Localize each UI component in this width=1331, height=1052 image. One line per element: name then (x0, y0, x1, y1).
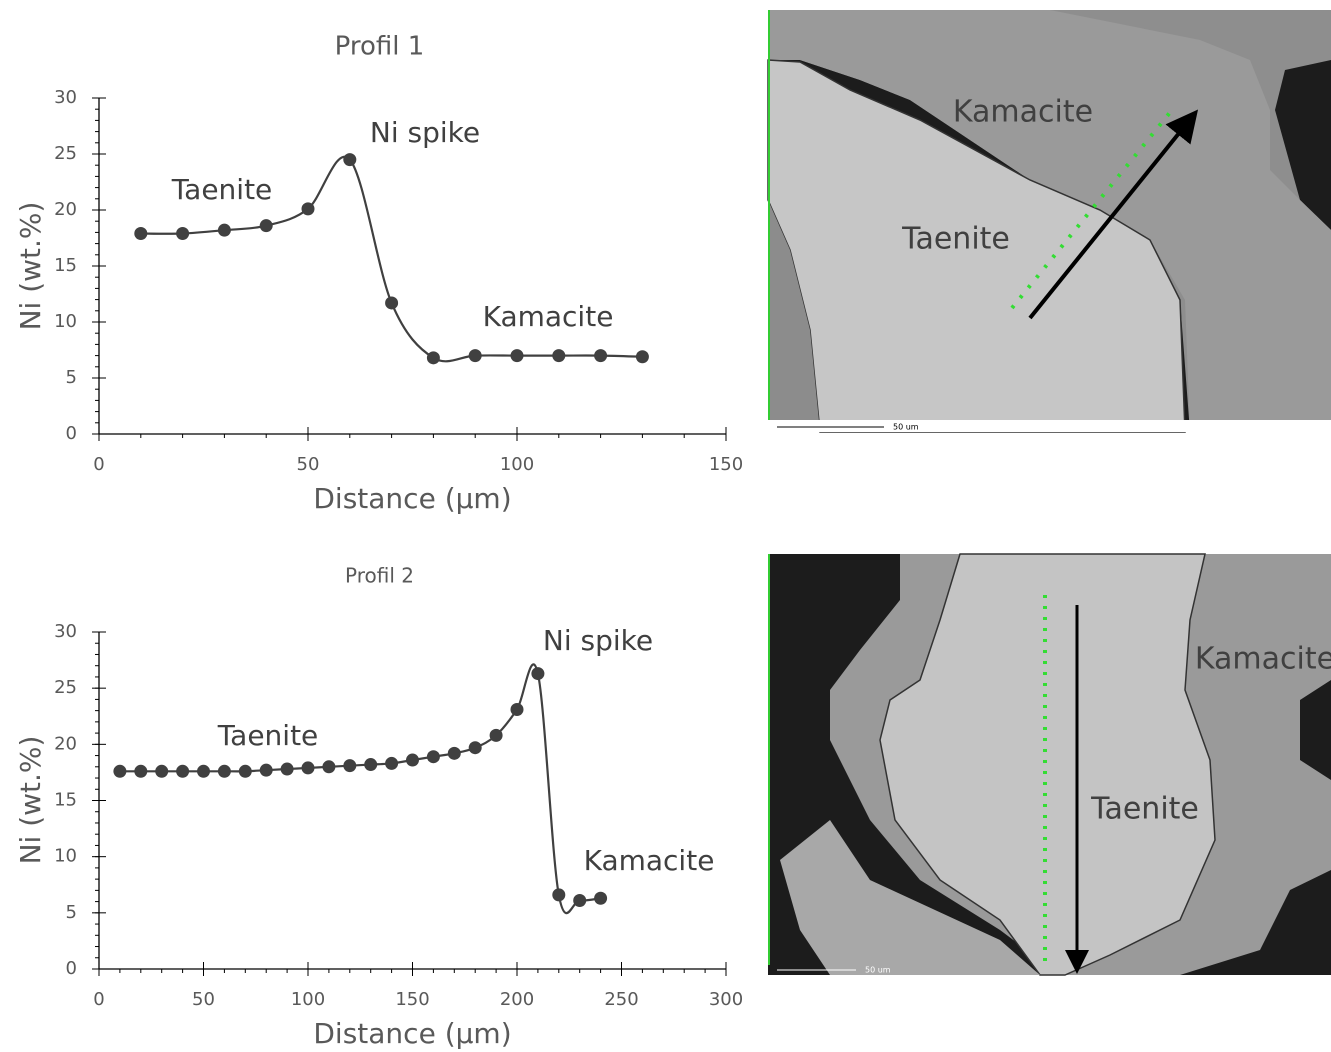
annotation: Kamacite (483, 300, 614, 333)
y-axis-label: Ni (wt.%) (14, 202, 47, 331)
x-axis-label: Distance (µm) (313, 1017, 511, 1050)
x-tick-label: 100 (500, 454, 534, 475)
point (468, 741, 482, 755)
point (259, 763, 273, 777)
x-tick-label: 50 (297, 454, 320, 475)
y-axis-label: Ni (wt.%) (14, 736, 47, 865)
point (406, 753, 419, 767)
x-tick-label: 150 (395, 989, 429, 1010)
line (119, 663, 601, 915)
point (176, 764, 190, 778)
x-axis-label: Distance (µm) (313, 482, 511, 515)
scale-bar-label: 50 um (865, 966, 891, 975)
y-tick-label: 10 (54, 846, 77, 867)
phase-label: Taenite (901, 222, 1010, 257)
annotation: Ni spike (543, 624, 653, 657)
x-tick-label: 0 (93, 454, 104, 475)
y-tick-label: 15 (54, 790, 77, 811)
chart-title: Profil 1 (335, 32, 425, 62)
phase-label: Kamacite (1195, 642, 1331, 677)
annotation: Taenite (217, 719, 319, 752)
y-tick-label: 20 (54, 733, 77, 754)
point (343, 759, 357, 773)
y-tick-label: 5 (66, 902, 77, 923)
y-tick-label: 5 (66, 367, 77, 388)
point (573, 893, 587, 907)
point (426, 351, 440, 365)
y-tick-label: 30 (54, 621, 77, 642)
micrograph: 50 um Kamacite Taenite (767, 10, 1331, 433)
annotation: Taenite (171, 173, 273, 206)
x-tick-label: 300 (709, 989, 743, 1010)
point (301, 761, 315, 775)
point (552, 888, 566, 902)
annotation: Kamacite (584, 844, 715, 877)
y-tick-label: 10 (54, 311, 77, 332)
point (531, 667, 545, 681)
annotation: Ni spike (370, 116, 480, 149)
y-tick-label: 25 (54, 143, 77, 164)
y-tick-label: 25 (54, 677, 77, 698)
point (113, 764, 127, 778)
point (343, 153, 357, 167)
scale-bar-label: 50 um (893, 423, 919, 432)
point (280, 762, 294, 776)
y-tick-label: 0 (66, 423, 77, 444)
point (552, 349, 566, 363)
x-tick-label: 150 (709, 454, 743, 475)
point (217, 223, 231, 237)
point (635, 350, 649, 364)
x-tick-label: 250 (604, 989, 638, 1010)
point (510, 703, 524, 717)
point (510, 349, 524, 363)
point (238, 764, 252, 778)
point (176, 227, 190, 241)
point (594, 349, 608, 363)
phase-label: Taenite (1090, 792, 1199, 827)
micrograph: 50 um Kamacite Taenite (768, 553, 1331, 976)
point (385, 296, 399, 310)
x-tick-label: 0 (93, 989, 104, 1010)
point (322, 760, 336, 774)
point (134, 764, 148, 778)
y-tick-label: 15 (54, 255, 77, 276)
point (134, 227, 148, 241)
y-tick-label: 20 (54, 199, 77, 220)
point (259, 219, 273, 233)
phase-label: Kamacite (953, 95, 1093, 130)
point (217, 764, 231, 778)
x-tick-label: 100 (291, 989, 325, 1010)
point (197, 764, 210, 778)
point (385, 756, 399, 770)
x-tick-label: 200 (500, 989, 534, 1010)
point (155, 764, 169, 778)
point (364, 758, 378, 772)
y-tick-label: 0 (66, 958, 77, 979)
point (468, 349, 482, 363)
chart-title: Profil 2 (345, 564, 414, 588)
point (447, 746, 461, 760)
point (489, 728, 503, 742)
point (301, 202, 315, 216)
point (594, 891, 608, 905)
x-tick-label: 50 (192, 989, 215, 1010)
y-tick-label: 30 (54, 87, 77, 108)
point (426, 750, 440, 764)
